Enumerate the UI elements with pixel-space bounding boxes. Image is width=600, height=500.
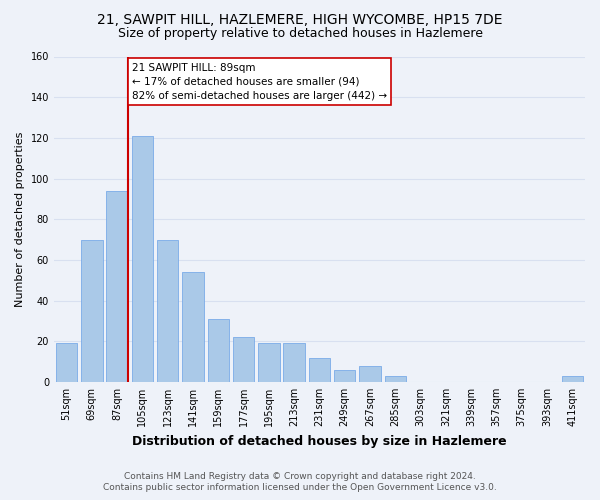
Bar [562,376,583,382]
Bar [283,344,305,382]
Bar [258,344,280,382]
Bar [81,240,103,382]
Bar [131,136,153,382]
Bar [106,190,128,382]
Text: Contains HM Land Registry data © Crown copyright and database right 2024.
Contai: Contains HM Land Registry data © Crown c… [103,472,497,492]
Bar [208,319,229,382]
Bar [334,370,355,382]
Text: 21 SAWPIT HILL: 89sqm
← 17% of detached houses are smaller (94)
82% of semi-deta: 21 SAWPIT HILL: 89sqm ← 17% of detached … [131,62,387,100]
Bar [56,344,77,382]
Text: Size of property relative to detached houses in Hazlemere: Size of property relative to detached ho… [118,28,482,40]
X-axis label: Distribution of detached houses by size in Hazlemere: Distribution of detached houses by size … [132,434,507,448]
Bar [385,376,406,382]
Bar [182,272,204,382]
Y-axis label: Number of detached properties: Number of detached properties [15,132,25,307]
Text: 21, SAWPIT HILL, HAZLEMERE, HIGH WYCOMBE, HP15 7DE: 21, SAWPIT HILL, HAZLEMERE, HIGH WYCOMBE… [97,12,503,26]
Bar [309,358,330,382]
Bar [233,337,254,382]
Bar [359,366,381,382]
Bar [157,240,178,382]
